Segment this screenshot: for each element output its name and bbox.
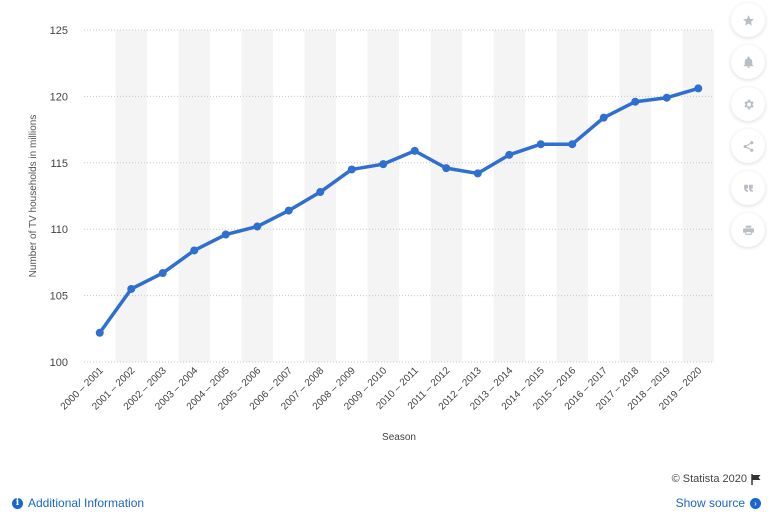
data-point xyxy=(473,169,482,178)
band xyxy=(556,30,588,362)
band xyxy=(619,30,651,362)
band xyxy=(115,30,147,362)
data-point xyxy=(505,150,514,159)
band xyxy=(241,30,273,362)
band xyxy=(367,30,399,362)
star-icon xyxy=(742,14,754,26)
series-line xyxy=(98,86,700,335)
data-point xyxy=(631,97,640,106)
data-point xyxy=(442,164,451,173)
notification-button[interactable] xyxy=(731,45,765,79)
print-icon xyxy=(742,225,754,235)
data-point xyxy=(221,230,230,239)
data-point xyxy=(662,93,671,102)
favorite-button[interactable] xyxy=(731,3,765,37)
band xyxy=(493,30,525,362)
gridlines xyxy=(84,29,714,363)
additional-information-link[interactable]: i Additional Information xyxy=(12,496,144,510)
data-point xyxy=(284,206,293,215)
additional-information-label: Additional Information xyxy=(28,496,145,510)
band xyxy=(430,30,462,362)
data-point xyxy=(347,165,356,174)
data-point xyxy=(253,222,262,231)
settings-button[interactable] xyxy=(731,87,765,121)
data-point xyxy=(95,328,104,337)
share-icon xyxy=(743,140,753,152)
y-tick-label: 125 xyxy=(50,25,68,37)
data-point xyxy=(190,246,199,255)
y-tick-label: 105 xyxy=(50,291,68,303)
data-point xyxy=(599,113,608,122)
y-tick-label: 100 xyxy=(50,357,68,369)
cite-button[interactable] xyxy=(731,171,765,205)
data-point xyxy=(158,269,167,278)
y-tick-label: 120 xyxy=(50,91,68,103)
data-point xyxy=(694,84,703,93)
y-axis-label: Number of TV households in millions xyxy=(28,115,39,278)
quote-icon xyxy=(743,184,753,192)
share-button[interactable] xyxy=(731,129,765,163)
y-tick-label: 110 xyxy=(50,224,68,236)
print-button[interactable] xyxy=(731,213,765,247)
chevron-right-icon: › xyxy=(750,497,761,509)
flag-icon xyxy=(751,473,761,485)
copyright-credit[interactable]: © Statista 2020 xyxy=(672,473,761,485)
bell-icon xyxy=(743,56,753,68)
y-axis-ticks: 100 105 110 115 120 125 xyxy=(50,25,68,369)
data-point xyxy=(379,160,388,169)
show-source-link[interactable]: Show source › xyxy=(676,496,761,510)
series-line-group xyxy=(95,84,703,337)
band xyxy=(682,30,714,362)
y-tick-label: 115 xyxy=(50,158,68,170)
info-icon: i xyxy=(12,497,23,509)
x-axis-label: Season xyxy=(382,432,416,443)
show-source-label: Show source xyxy=(675,496,745,510)
alternating-bands xyxy=(115,30,714,362)
side-toolbar xyxy=(730,0,766,252)
data-point xyxy=(127,284,136,293)
gear-icon xyxy=(743,99,754,109)
band xyxy=(178,30,210,362)
data-point xyxy=(316,188,325,197)
data-point xyxy=(568,140,577,149)
data-point xyxy=(410,146,419,155)
copyright-text: © Statista 2020 xyxy=(671,473,747,485)
data-point xyxy=(536,140,545,149)
